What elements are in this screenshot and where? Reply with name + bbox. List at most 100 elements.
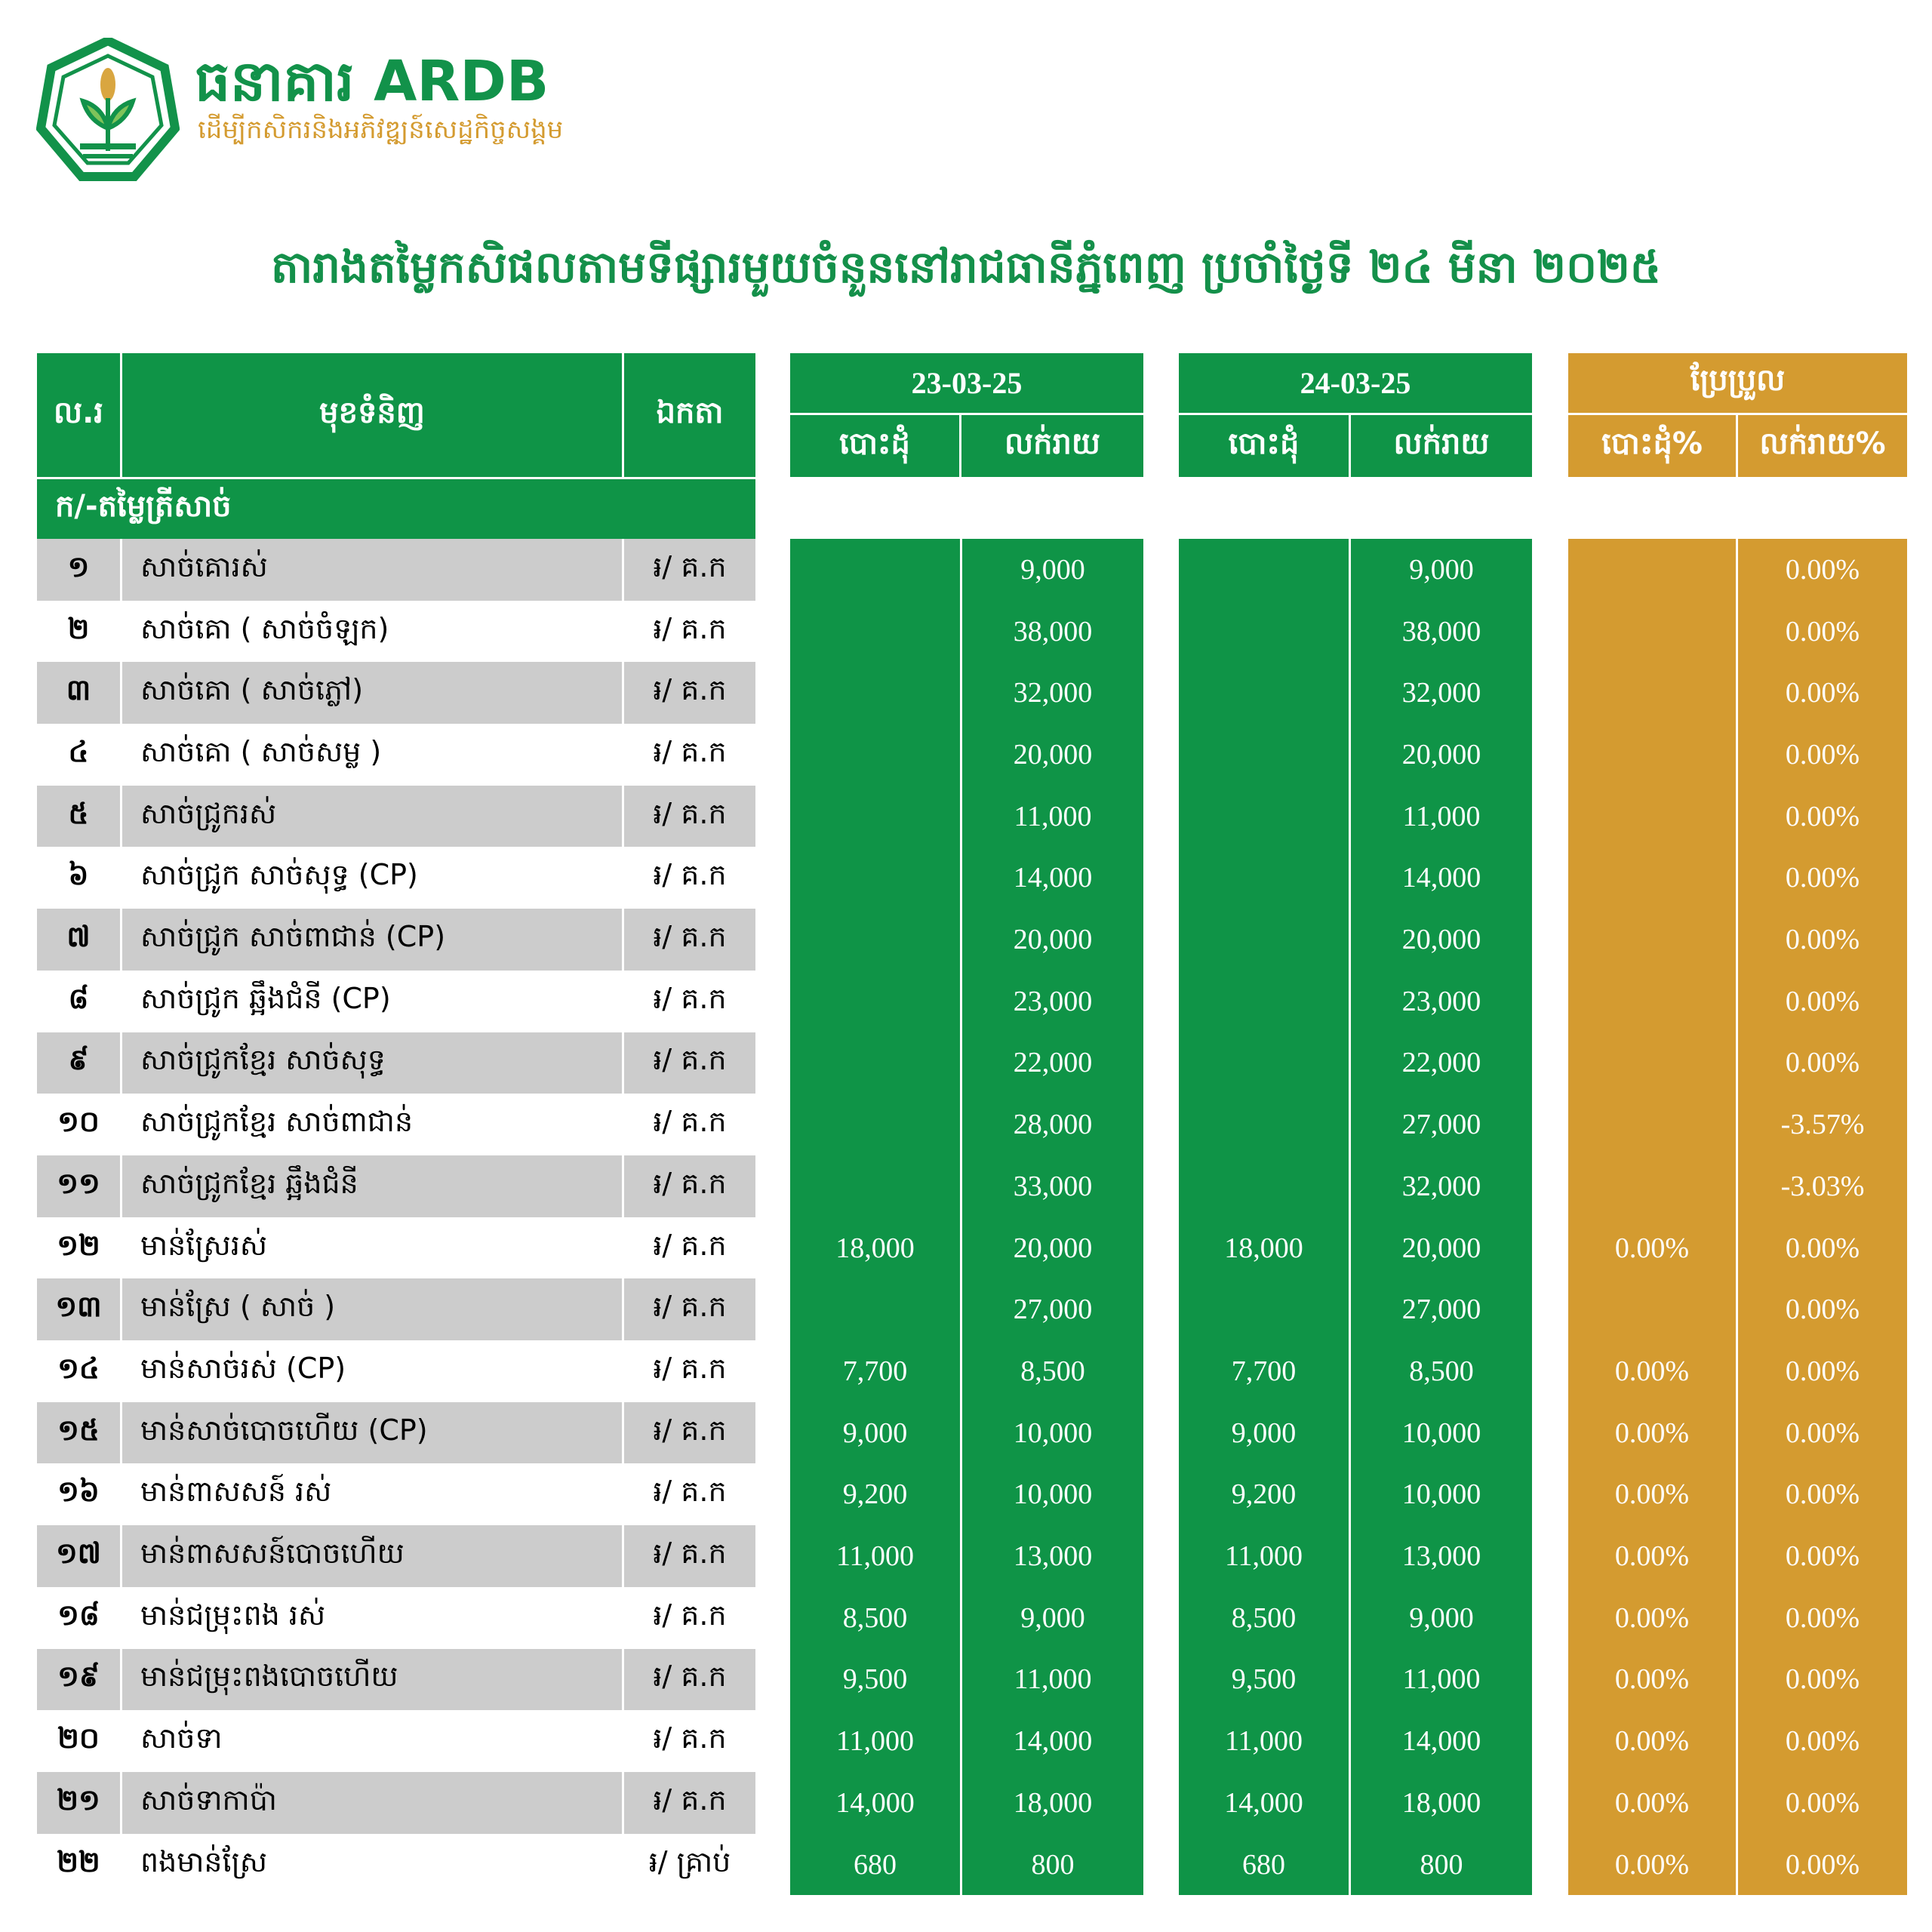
wholesale-price-23-03: 9,200 bbox=[842, 1478, 908, 1511]
item-unit: ៛/ គ.ក bbox=[624, 1217, 755, 1279]
item-name: មាន់ពាសសន៍ រស់ bbox=[122, 1463, 622, 1526]
wholesale-change-pct bbox=[1568, 601, 1736, 663]
wholesale-price-23-03 bbox=[790, 662, 960, 724]
retail-price-23-03: 14,000 bbox=[1013, 862, 1093, 894]
wholesale-change-pct: 0.00% bbox=[1614, 1663, 1690, 1696]
row-number: ៣ bbox=[37, 662, 120, 724]
item-unit: ៛/ គ.ក bbox=[624, 970, 755, 1032]
retail-change-pct: 0.00% bbox=[1785, 985, 1860, 1017]
ardb-emblem-icon bbox=[35, 35, 180, 181]
item-name: សាច់គោ ( សាច់សម្ល ) bbox=[122, 724, 622, 786]
row-number: ១៨ bbox=[37, 1586, 120, 1649]
retail-price-23-03: 9,000 bbox=[1020, 553, 1085, 586]
logo-name: ធនាគារ ARDB bbox=[195, 49, 549, 114]
retail-change-pct: 0.00% bbox=[1785, 800, 1860, 832]
retail-price-23-03: 22,000 bbox=[1013, 1047, 1093, 1079]
retail-price-24-03: 32,000 bbox=[1401, 677, 1481, 709]
item-name: សាច់ជ្រូកខ្មែរ សាច់សុទ្ធ bbox=[122, 1032, 622, 1094]
wholesale-change-pct: 0.00% bbox=[1614, 1786, 1690, 1819]
wholesale-price-23-03: 680 bbox=[854, 1848, 897, 1881]
wholesale-change-pct bbox=[1568, 539, 1736, 601]
retail-price-24-03: 14,000 bbox=[1401, 862, 1481, 894]
wholesale-change-pct: 0.00% bbox=[1614, 1725, 1690, 1758]
row-number: ២១ bbox=[37, 1772, 120, 1834]
wholesale-price-23-03: 7,700 bbox=[842, 1355, 908, 1387]
wholesale-price-24-03: 9,000 bbox=[1231, 1417, 1297, 1449]
wholesale-price-23-03: 11,000 bbox=[835, 1725, 915, 1758]
wholesale-price-24-03 bbox=[1179, 1278, 1349, 1340]
item-name: សាច់គោ ( សាច់ភ្លៅ) bbox=[122, 662, 622, 724]
row-number: ២២ bbox=[37, 1833, 120, 1896]
wholesale-change-pct: 0.00% bbox=[1614, 1355, 1690, 1387]
retail-change-pct: 0.00% bbox=[1785, 1540, 1860, 1573]
wholesale-price-24-03: 7,700 bbox=[1231, 1355, 1297, 1387]
row-number: ២០ bbox=[37, 1710, 120, 1772]
divider bbox=[960, 539, 962, 1895]
header-change: ប្រែប្រួល bbox=[1568, 353, 1907, 413]
retail-price-23-03: 10,000 bbox=[1013, 1478, 1093, 1511]
item-unit: ៛/ គ.ក bbox=[624, 1278, 755, 1341]
retail-change-pct: 0.00% bbox=[1785, 1478, 1860, 1511]
item-name: សាច់ជ្រូក សាច់សុទ្ធ (CP) bbox=[122, 847, 622, 909]
item-name: មាន់សាច់រស់ (CP) bbox=[122, 1340, 622, 1402]
row-number: ១០ bbox=[37, 1094, 120, 1155]
item-unit: ៛/ គ.ក bbox=[624, 1772, 755, 1834]
retail-price-23-03: 20,000 bbox=[1013, 1232, 1093, 1264]
retail-price-24-03: 11,000 bbox=[1402, 1663, 1481, 1696]
item-name: មាន់ជម្រុះពង រស់ bbox=[122, 1586, 622, 1649]
wholesale-price-24-03 bbox=[1179, 601, 1349, 663]
retail-change-pct: 0.00% bbox=[1785, 1294, 1860, 1326]
item-unit: ៛/ គ.ក bbox=[624, 1648, 755, 1711]
item-unit: ៛/ គ.ក bbox=[624, 1094, 755, 1155]
item-unit: ៛/ គ.ក bbox=[624, 539, 755, 601]
header-date-1: 23-03-25 bbox=[790, 353, 1143, 413]
item-unit: ៛/ គ.ក bbox=[624, 1032, 755, 1094]
item-name: មាន់ពាសសន៍បោចហើយ bbox=[122, 1525, 622, 1587]
retail-change-pct: 0.00% bbox=[1785, 553, 1860, 586]
item-unit: ៛/ គ.ក bbox=[624, 1340, 755, 1402]
item-name: ពងមាន់ស្រែ bbox=[122, 1833, 622, 1896]
item-name: សាច់ជ្រូករស់ bbox=[122, 785, 622, 848]
retail-price-23-03: 11,000 bbox=[1014, 800, 1092, 832]
divider bbox=[1736, 539, 1738, 1895]
wholesale-price-23-03: 8,500 bbox=[842, 1601, 908, 1634]
wholesale-change-pct: 0.00% bbox=[1614, 1601, 1690, 1634]
wholesale-change-pct: 0.00% bbox=[1614, 1478, 1690, 1511]
wholesale-change-pct bbox=[1568, 1032, 1736, 1094]
retail-price-23-03: 18,000 bbox=[1013, 1786, 1093, 1819]
retail-change-pct: -3.03% bbox=[1780, 1170, 1865, 1202]
wholesale-change-pct: 0.00% bbox=[1614, 1417, 1690, 1449]
header-no: ល.រ bbox=[37, 353, 120, 477]
retail-change-pct: 0.00% bbox=[1785, 738, 1860, 771]
retail-price-23-03: 23,000 bbox=[1013, 985, 1093, 1017]
wholesale-price-23-03: 11,000 bbox=[835, 1540, 915, 1573]
retail-price-23-03: 800 bbox=[1031, 1848, 1075, 1881]
item-unit: ៛/ គ.ក bbox=[624, 847, 755, 909]
header-retail-pct: លក់រាយ% bbox=[1738, 415, 1907, 477]
retail-price-24-03: 22,000 bbox=[1401, 1047, 1481, 1079]
data-block-date-2 bbox=[1179, 539, 1532, 1895]
wholesale-price-24-03: 680 bbox=[1242, 1848, 1285, 1881]
wholesale-price-23-03: 14,000 bbox=[835, 1786, 915, 1819]
row-number: ១៥ bbox=[37, 1401, 120, 1464]
retail-change-pct: 0.00% bbox=[1785, 1047, 1860, 1079]
retail-price-23-03: 20,000 bbox=[1013, 738, 1093, 771]
wholesale-price-24-03 bbox=[1179, 848, 1349, 909]
wholesale-price-24-03 bbox=[1179, 1094, 1349, 1155]
wholesale-price-23-03 bbox=[790, 971, 960, 1032]
wholesale-price-24-03: 11,000 bbox=[1224, 1540, 1303, 1573]
retail-price-23-03: 28,000 bbox=[1013, 1109, 1093, 1141]
wholesale-change-pct bbox=[1568, 1278, 1736, 1340]
row-number: ១៤ bbox=[37, 1340, 120, 1402]
item-name: មាន់សាច់បោចហើយ (CP) bbox=[122, 1401, 622, 1464]
retail-price-23-03: 13,000 bbox=[1013, 1540, 1093, 1573]
retail-price-23-03: 20,000 bbox=[1013, 924, 1093, 956]
retail-change-pct: -3.57% bbox=[1780, 1109, 1865, 1141]
header-wholesale-2: បោះដុំ bbox=[1179, 415, 1349, 477]
retail-price-23-03: 33,000 bbox=[1013, 1170, 1093, 1202]
wholesale-price-24-03 bbox=[1179, 539, 1349, 601]
wholesale-price-23-03 bbox=[790, 724, 960, 786]
retail-change-pct: 0.00% bbox=[1785, 1725, 1860, 1758]
retail-price-23-03: 8,500 bbox=[1020, 1355, 1085, 1387]
retail-price-24-03: 9,000 bbox=[1409, 1601, 1474, 1634]
